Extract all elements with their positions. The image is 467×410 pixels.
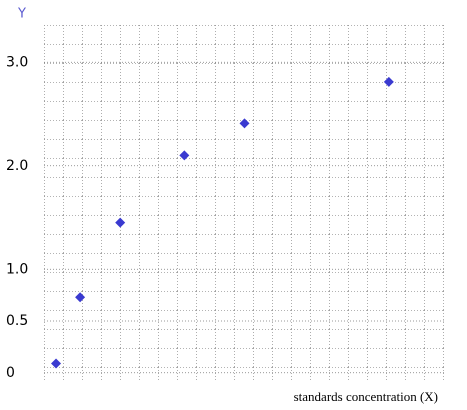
point xyxy=(115,217,126,228)
y-tick-label: 0.5 xyxy=(6,313,28,329)
point xyxy=(179,150,190,161)
y-tick-label: 0 xyxy=(6,365,15,381)
y-tick-label: 3.0 xyxy=(6,54,28,70)
x-axis-label: standards concentration (X) xyxy=(294,389,438,404)
point xyxy=(239,118,250,129)
point xyxy=(51,358,62,369)
y-tick-label: 2.0 xyxy=(6,158,28,174)
minor-grid xyxy=(44,25,445,380)
y-tick-label: 1.0 xyxy=(6,261,28,277)
point xyxy=(75,292,86,303)
point xyxy=(383,76,394,87)
y-axis-label: Y xyxy=(17,7,26,22)
